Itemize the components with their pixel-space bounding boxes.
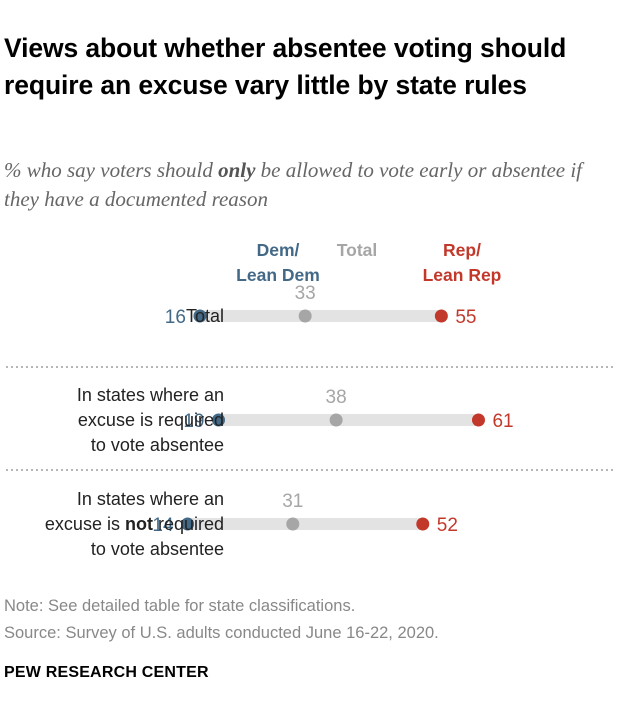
value-label-rep: 52 [437,515,458,536]
row-label-emphasis: not [125,514,153,534]
row-label-text: to vote absentee [91,539,224,559]
dot-rep [434,309,448,323]
chart-title: Views about whether absentee voting shou… [4,33,567,100]
value-label-dem: 19 [183,411,204,432]
row-label-text: to vote absentee [91,435,224,455]
legend-label-rep: Lean Rep [423,265,502,285]
dot-dem [212,413,226,427]
legend-label-dem: Dem/ [257,240,300,260]
row-label-text: In states where an [77,385,224,405]
row-label-text: In states where an [77,489,224,509]
row-label-text: excuse is [45,514,125,534]
dot-dem [181,517,195,531]
dot-rep [471,413,485,427]
dot-total [298,309,312,323]
row-label: to vote absentee [91,539,224,559]
value-label-rep: 61 [492,411,513,432]
row-label: In states where an [77,385,224,405]
dot-rep [416,517,430,531]
row-label: excuse is required [78,410,224,430]
value-label-rep: 55 [455,307,476,328]
brand-logo-text: PEW RESEARCH CENTER [4,664,209,681]
value-label-dem: 14 [152,515,174,536]
value-label-total: 31 [282,491,303,512]
chart-note: Note: See detailed table for state class… [4,597,356,615]
value-label-total: 38 [326,387,347,408]
row-label: Total [186,306,224,326]
dot-total [286,517,300,531]
dot-dem [193,309,207,323]
legend-label-rep: Rep/ [443,240,481,260]
dot-total [329,413,343,427]
value-label-total: 33 [295,283,316,304]
chart-subtitle: % who say voters should only be allowed … [4,158,583,211]
row-label-text: required [153,514,224,534]
value-label-dem: 16 [165,307,186,328]
chart-source: Source: Survey of U.S. adults conducted … [4,624,439,642]
row-label: In states where an [77,489,224,509]
row-label-text: excuse is required [78,410,224,430]
legend-label-dem: Lean Dem [236,265,320,285]
row-label-text: Total [186,306,224,326]
row-label: excuse is not required [45,514,224,534]
row-label: to vote absentee [91,435,224,455]
legend-label-total: Total [337,240,378,260]
